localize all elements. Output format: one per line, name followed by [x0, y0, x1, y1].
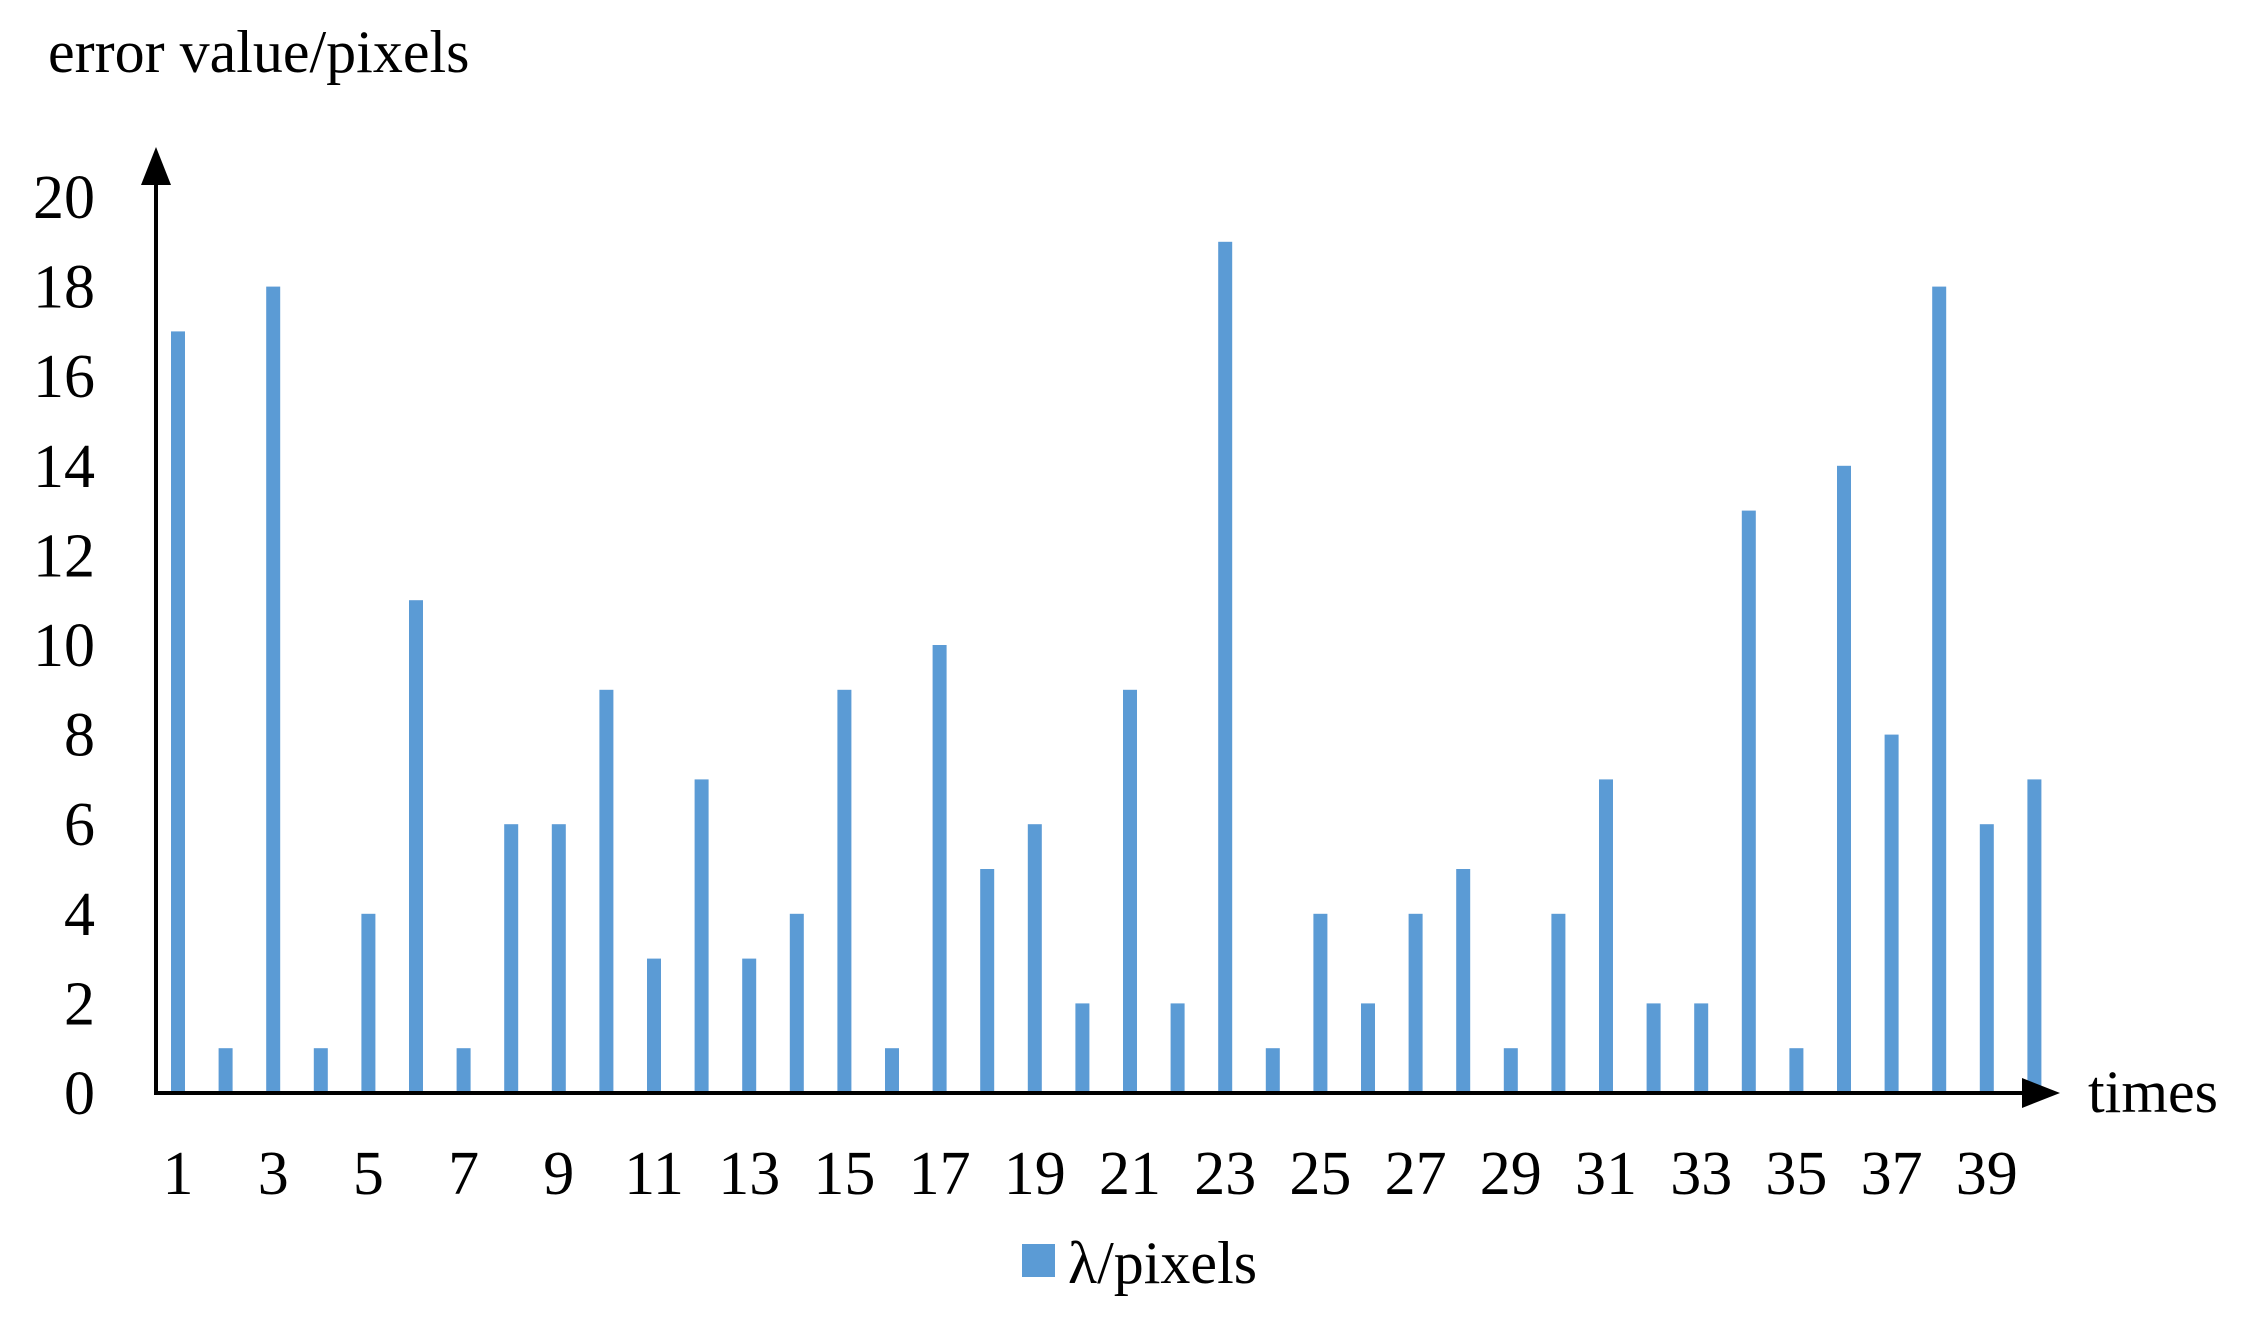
- y-tick-label: 0: [64, 1060, 95, 1128]
- bar: [1932, 286, 1947, 1094]
- bar: [1027, 824, 1042, 1093]
- x-tick-label: 25: [1289, 1140, 1351, 1208]
- y-tick-label: 20: [33, 164, 95, 232]
- bar: [1218, 241, 1233, 1094]
- x-tick-label: 17: [909, 1140, 971, 1208]
- x-tick-label: 1: [163, 1140, 194, 1208]
- y-tick-label: 12: [33, 522, 95, 590]
- y-tick-label: 10: [33, 612, 95, 680]
- bar: [1503, 1048, 1518, 1093]
- bar: [456, 1048, 471, 1093]
- x-tick-label: 19: [1004, 1140, 1066, 1208]
- bar: [1408, 913, 1423, 1093]
- bar: [551, 824, 566, 1093]
- x-tick-label: 15: [813, 1140, 875, 1208]
- x-tick-label: 37: [1861, 1140, 1923, 1208]
- x-axis-arrow-icon: [2022, 1078, 2060, 1108]
- x-axis-title: times: [2088, 1059, 2218, 1125]
- y-axis-ticks: 0 2 4 6 8 10 12 14 16 18 20: [33, 164, 95, 1128]
- y-axis-arrow-icon: [141, 147, 171, 185]
- x-tick-label: 5: [353, 1140, 384, 1208]
- bars: [171, 241, 2042, 1094]
- bar: [1265, 1048, 1280, 1093]
- x-tick-label: 3: [258, 1140, 289, 1208]
- y-tick-label: 18: [33, 254, 95, 322]
- y-tick-label: 8: [64, 702, 95, 770]
- bar: [694, 779, 709, 1093]
- bar: [1313, 913, 1328, 1093]
- y-tick-label: 2: [64, 970, 95, 1038]
- x-tick-label: 31: [1575, 1140, 1637, 1208]
- x-tick-label: 23: [1194, 1140, 1256, 1208]
- x-tick-label: 9: [543, 1140, 574, 1208]
- y-axis-title: error value/pixels: [48, 19, 470, 85]
- legend-swatch: [1022, 1244, 1055, 1277]
- bar: [361, 913, 376, 1093]
- x-tick-label: 35: [1765, 1140, 1827, 1208]
- bar: [266, 286, 281, 1094]
- bar: [1599, 779, 1613, 1093]
- bar: [2027, 779, 2042, 1093]
- bar: [1789, 1048, 1804, 1093]
- x-tick-label: 7: [448, 1140, 479, 1208]
- legend: λ/pixels: [1022, 1230, 1257, 1296]
- bar: [932, 645, 947, 1093]
- x-tick-label: 11: [624, 1140, 684, 1208]
- x-axis-ticks: 1 3 5 7 9 11 13 15 17 19 21 23 25 27 29 31 33 35 37 39: [163, 1140, 2018, 1208]
- y-tick-label: 6: [64, 791, 95, 859]
- legend-label: λ/pixels: [1068, 1230, 1257, 1296]
- bar: [599, 689, 614, 1093]
- x-tick-label: 33: [1670, 1140, 1732, 1208]
- bar: [1170, 1003, 1185, 1093]
- bar: [1646, 1003, 1661, 1093]
- bar: [1694, 1003, 1709, 1093]
- bar: [1837, 465, 1851, 1093]
- bar: [980, 869, 995, 1093]
- bar: [647, 958, 661, 1093]
- bar: [1741, 510, 1756, 1094]
- bar: [1551, 913, 1566, 1093]
- bar: [1075, 1003, 1090, 1093]
- bar: [504, 824, 519, 1093]
- x-tick-label: 27: [1385, 1140, 1447, 1208]
- bar: [789, 913, 804, 1093]
- bar: [837, 689, 852, 1093]
- y-tick-label: 14: [33, 433, 95, 501]
- x-tick-label: 39: [1956, 1140, 2018, 1208]
- bar: [885, 1048, 899, 1093]
- bar: [1456, 869, 1471, 1093]
- bar: [171, 331, 185, 1093]
- bar: [218, 1048, 233, 1093]
- bar: [742, 958, 757, 1093]
- bar: [1123, 689, 1137, 1093]
- x-tick-label: 29: [1480, 1140, 1542, 1208]
- bar: [1884, 734, 1899, 1093]
- bar: [313, 1048, 328, 1093]
- bar: [1361, 1003, 1375, 1093]
- y-tick-label: 16: [33, 343, 95, 411]
- x-tick-label: 21: [1099, 1140, 1161, 1208]
- bar: [1979, 824, 1994, 1093]
- bar: [409, 600, 423, 1093]
- x-tick-label: 13: [718, 1140, 780, 1208]
- y-tick-label: 4: [64, 881, 95, 949]
